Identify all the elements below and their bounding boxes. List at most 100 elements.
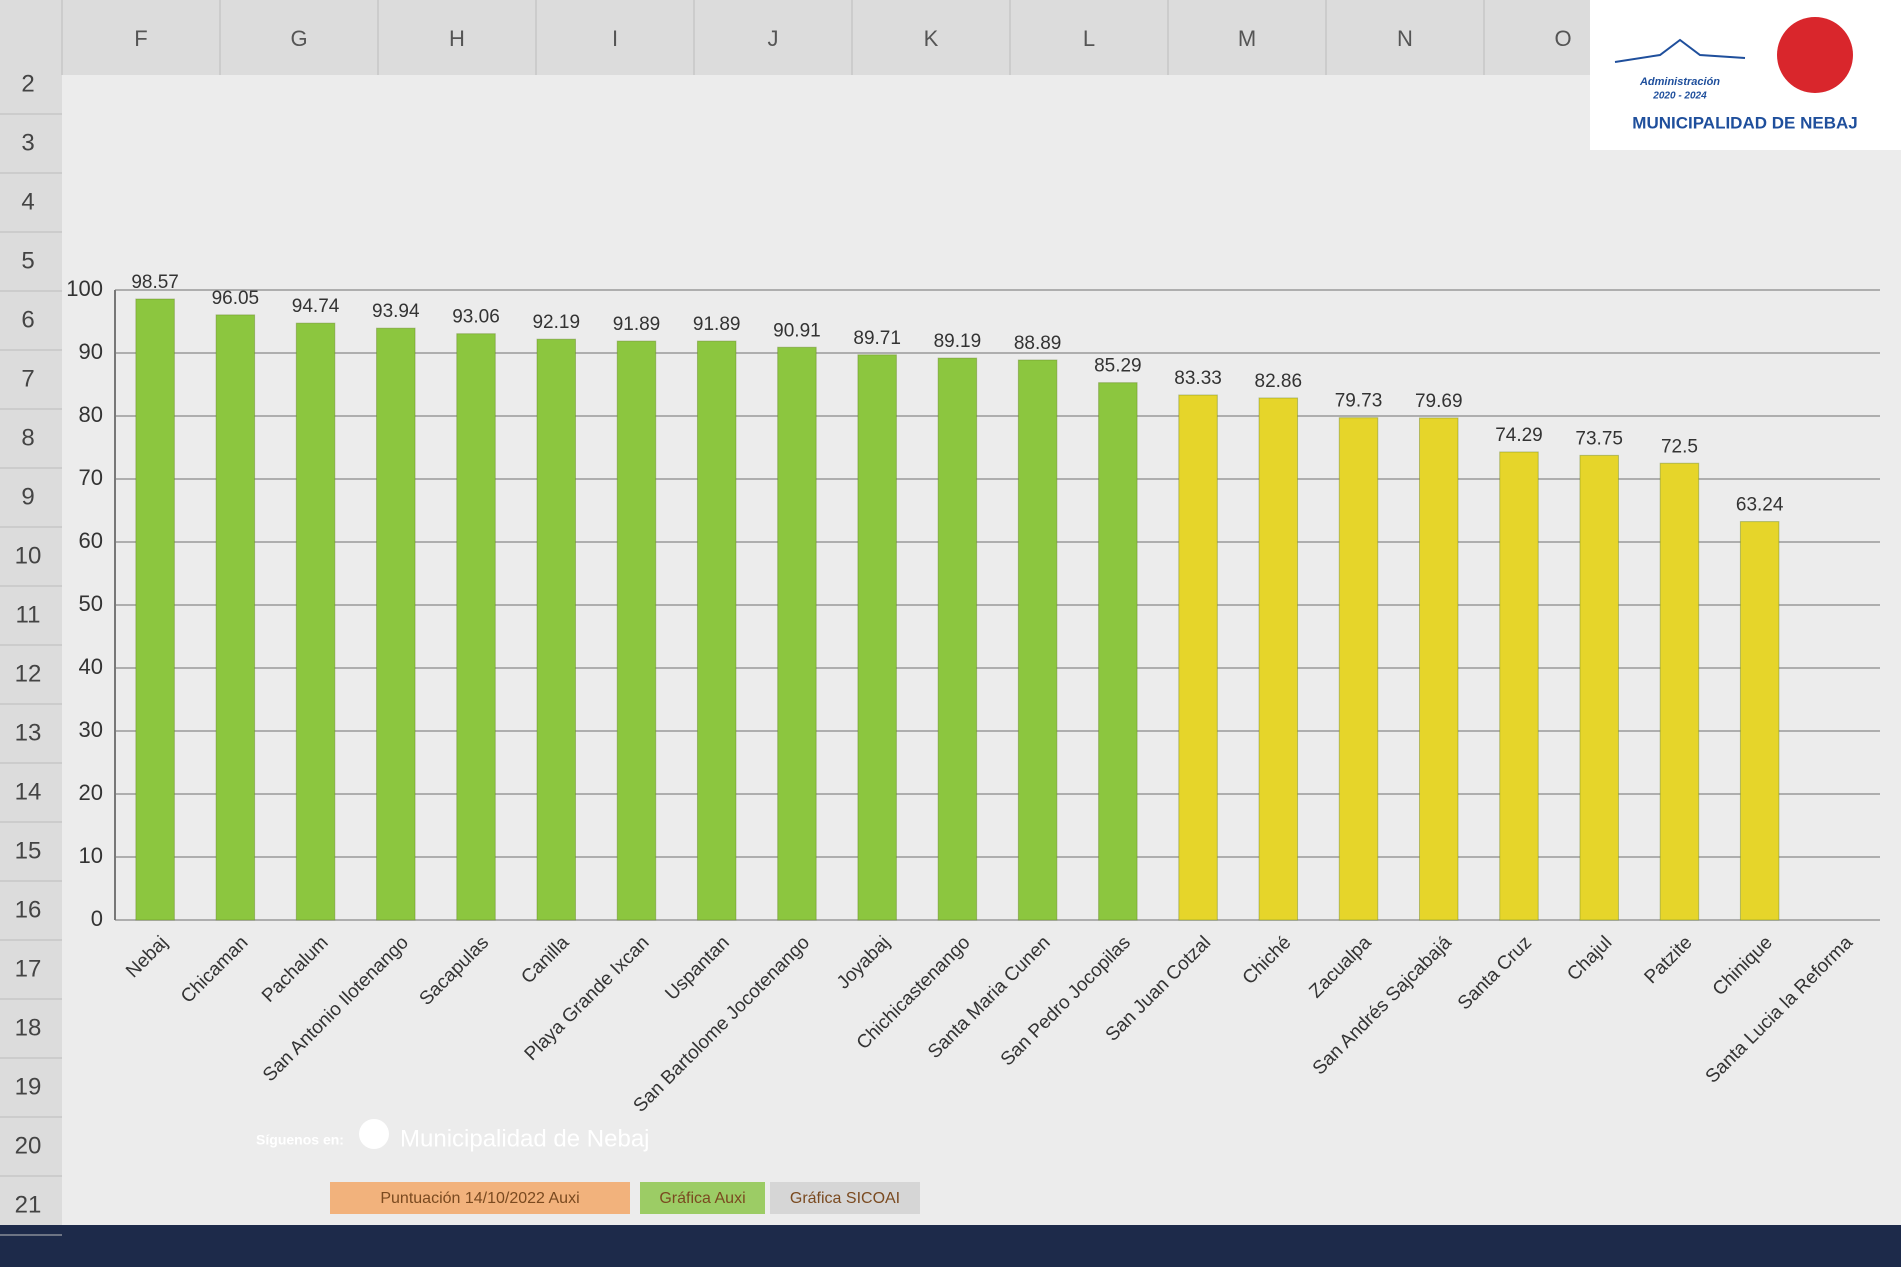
sheet-tab-label: Gráfica SICOAI xyxy=(790,1190,900,1207)
y-tick-label: 20 xyxy=(79,780,103,805)
value-label: 89.71 xyxy=(853,328,901,349)
column-header: H xyxy=(449,26,465,51)
row-header: 4 xyxy=(21,188,34,215)
logo-panel xyxy=(1590,0,1901,150)
value-label: 96.05 xyxy=(212,288,260,309)
bar xyxy=(1418,417,1459,921)
bar xyxy=(1659,462,1700,921)
column-header: O xyxy=(1554,26,1571,51)
value-label: 85.29 xyxy=(1094,356,1142,377)
row-header: 21 xyxy=(15,1191,42,1218)
bar xyxy=(295,322,336,921)
row-header: 11 xyxy=(16,601,41,628)
logo-crest xyxy=(1777,17,1853,93)
facebook-icon xyxy=(359,1119,389,1149)
bar xyxy=(857,354,897,921)
taskbar xyxy=(0,1225,1901,1267)
value-label: 93.06 xyxy=(452,307,500,328)
sheet-tab xyxy=(330,1182,630,1214)
row-header: 19 xyxy=(15,1073,42,1100)
bar xyxy=(616,340,657,921)
bar xyxy=(1258,397,1299,921)
bar xyxy=(937,357,978,921)
row-header: 9 xyxy=(21,483,34,510)
bar xyxy=(1178,394,1218,921)
value-label: 88.89 xyxy=(1014,333,1062,354)
value-label: 98.57 xyxy=(131,272,179,293)
row-header: 20 xyxy=(15,1132,42,1159)
y-tick-label: 90 xyxy=(79,339,103,364)
y-tick-label: 100 xyxy=(66,276,103,301)
logo-administration: Administración xyxy=(1639,76,1720,88)
y-tick-label: 40 xyxy=(79,654,103,679)
row-header: 2 xyxy=(21,70,34,97)
column-header: G xyxy=(290,26,307,51)
row-header: 17 xyxy=(15,955,42,982)
y-tick-label: 70 xyxy=(79,465,103,490)
row-header: 15 xyxy=(15,837,42,864)
column-header: N xyxy=(1397,26,1413,51)
column-header: J xyxy=(768,26,779,51)
column-header: L xyxy=(1083,26,1095,51)
column-header: F xyxy=(134,26,147,51)
y-tick-label: 80 xyxy=(79,402,103,427)
y-tick-label: 50 xyxy=(79,591,103,616)
sheet-tab-label: Gráfica Auxi xyxy=(659,1190,745,1207)
value-label: 79.69 xyxy=(1415,391,1463,412)
row-header: 5 xyxy=(21,247,34,274)
row-header: 7 xyxy=(21,365,34,392)
sheet-tab xyxy=(770,1182,920,1214)
logo-period: 2020 - 2024 xyxy=(1652,91,1707,102)
bar xyxy=(1499,451,1539,921)
column-header-bar xyxy=(0,0,1901,75)
value-label: 92.19 xyxy=(532,312,580,333)
value-label: 94.74 xyxy=(292,296,340,317)
bar xyxy=(1098,382,1138,921)
column-header: I xyxy=(612,26,618,51)
y-tick-label: 0 xyxy=(91,906,103,931)
row-header: 6 xyxy=(21,306,34,333)
sheet-tab-label: Puntuación 14/10/2022 Auxi xyxy=(380,1190,579,1207)
y-tick-label: 10 xyxy=(79,843,103,868)
y-tick-label: 30 xyxy=(79,717,103,742)
row-header: 12 xyxy=(15,660,42,687)
logo-skyline xyxy=(1614,38,1746,63)
bar xyxy=(696,340,737,921)
row-header: 8 xyxy=(21,424,34,451)
follow-label: Síguenos en: xyxy=(256,1132,344,1148)
row-header: 10 xyxy=(15,542,42,569)
value-label: 83.33 xyxy=(1174,368,1222,389)
column-header: K xyxy=(924,26,939,51)
value-label: 73.75 xyxy=(1575,428,1623,449)
value-label: 72.5 xyxy=(1661,436,1698,457)
value-label: 93.94 xyxy=(372,301,420,322)
bar xyxy=(376,327,416,921)
row-header: 14 xyxy=(15,778,42,805)
bar xyxy=(456,333,496,921)
follow-page: Municipalidad de Nebaj xyxy=(400,1125,650,1152)
column-header: M xyxy=(1238,26,1256,51)
bar xyxy=(135,298,175,921)
row-header: 18 xyxy=(15,1014,42,1041)
row-header: 13 xyxy=(15,719,42,746)
value-label: 79.73 xyxy=(1335,391,1383,412)
row-header-bar xyxy=(0,0,62,1267)
bar xyxy=(1579,454,1619,921)
value-label: 91.89 xyxy=(693,314,741,335)
value-label: 74.29 xyxy=(1495,425,1543,446)
bar xyxy=(777,346,817,921)
y-tick-label: 60 xyxy=(79,528,103,553)
bar xyxy=(1338,417,1379,921)
value-label: 82.86 xyxy=(1255,371,1303,392)
bar xyxy=(1739,521,1780,921)
value-label: 90.91 xyxy=(773,320,821,341)
value-label: 63.24 xyxy=(1736,495,1784,516)
row-header: 16 xyxy=(15,896,42,923)
row-header: 3 xyxy=(21,129,34,156)
value-label: 89.19 xyxy=(934,331,982,352)
bar xyxy=(215,314,256,921)
value-label: 91.89 xyxy=(613,314,661,335)
bar xyxy=(1017,359,1058,921)
sheet-tab xyxy=(640,1182,765,1214)
